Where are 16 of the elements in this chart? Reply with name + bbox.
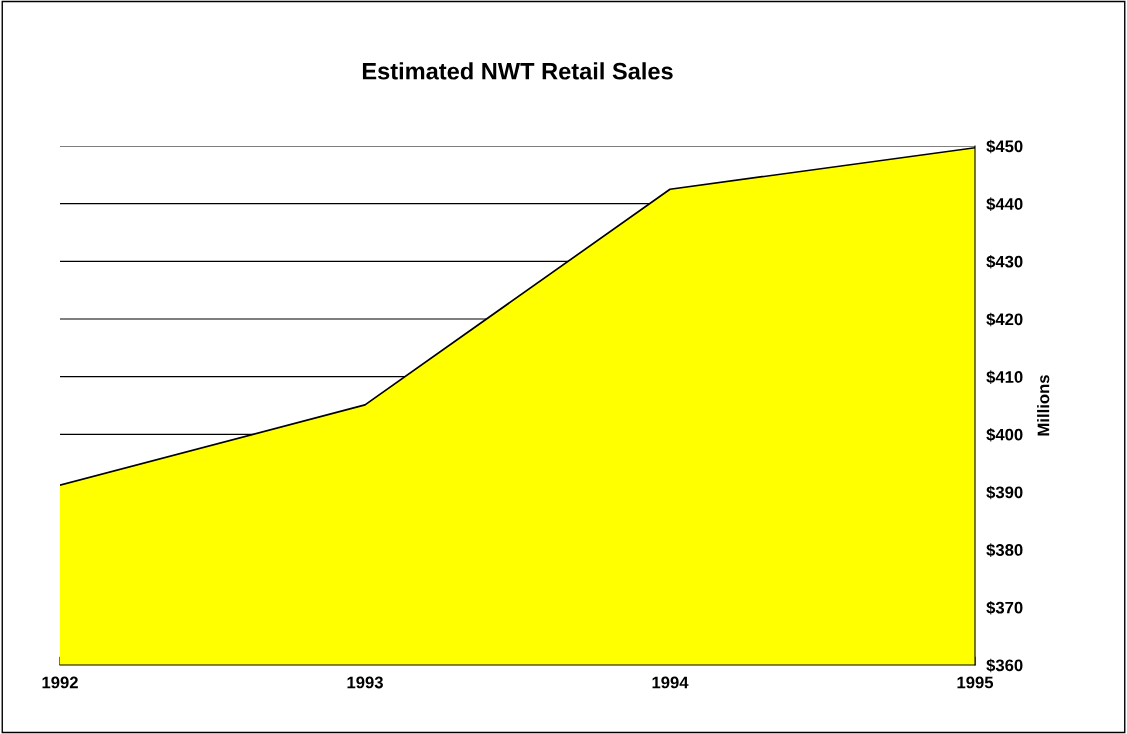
y-tick-label: $370 [986, 601, 1023, 615]
y-tick-label: $420 [986, 312, 1023, 327]
x-tick-label: 1992 [42, 676, 78, 689]
x-tick-label: 1995 [957, 676, 994, 689]
y-axis-title: Millions [1037, 375, 1050, 436]
y-tick-label: $380 [986, 543, 1023, 557]
x-tick-label: 1994 [652, 676, 689, 689]
x-tick-label: 1993 [347, 676, 383, 689]
y-tick-label: $400 [986, 428, 1023, 442]
y-tick-label: $390 [986, 485, 1023, 500]
y-tick-label: $430 [986, 255, 1023, 269]
chart-title: Estimated NWT Retail Sales [362, 62, 673, 80]
y-tick-label: $450 [986, 139, 1023, 154]
y-tick-label: $410 [986, 370, 1023, 384]
y-tick-label: $360 [986, 658, 1023, 673]
y-tick-label: $440 [986, 197, 1023, 211]
